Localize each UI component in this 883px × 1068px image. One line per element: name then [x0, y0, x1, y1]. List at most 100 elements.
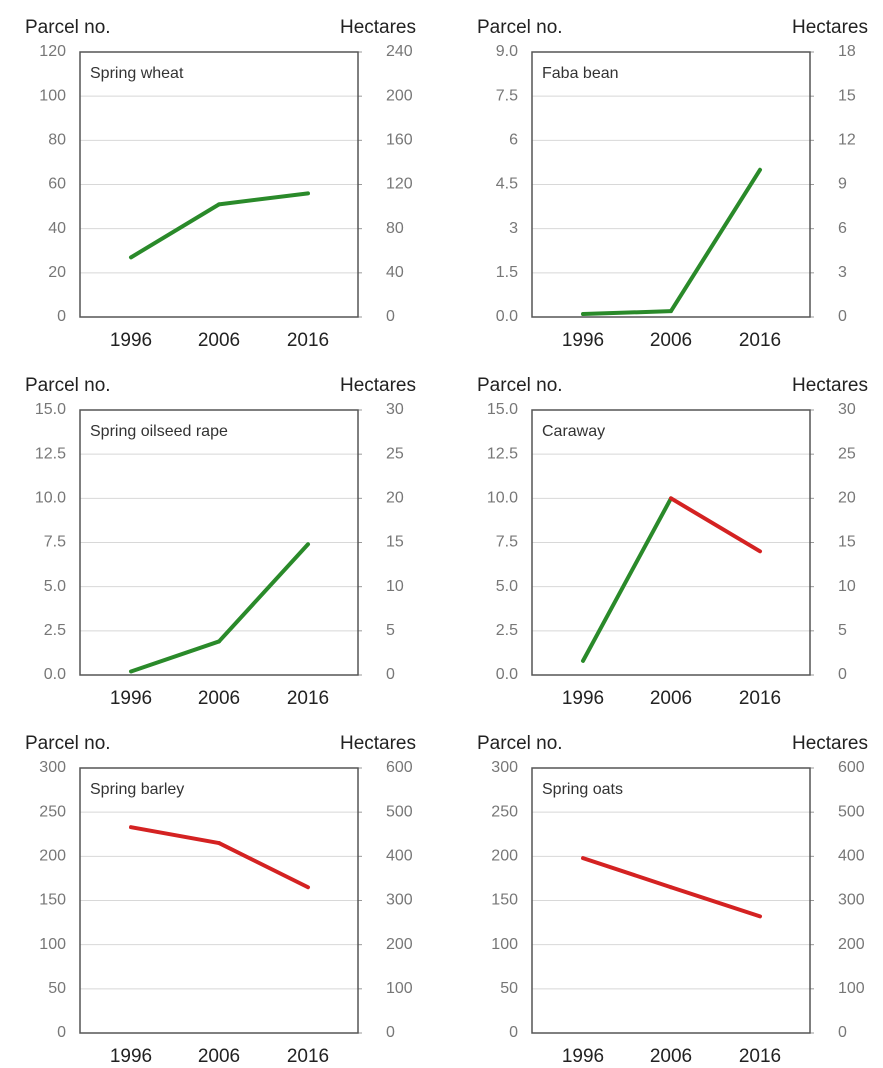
- line-segment: [217, 542, 310, 644]
- y2-tick-label: 30: [386, 401, 404, 418]
- x-tick-label: 2016: [287, 688, 329, 709]
- y2-axis-label: Hectares: [340, 375, 416, 396]
- y2-tick-label: 100: [386, 980, 413, 997]
- y2-tick-label: 25: [838, 445, 856, 462]
- y2-tick-label: 500: [838, 803, 865, 820]
- y2-axis-label: Hectares: [792, 733, 868, 754]
- line-segment: [669, 167, 762, 314]
- x-tick-label: 2016: [739, 688, 781, 709]
- y2-tick-label: 0: [838, 308, 847, 325]
- y-tick-label: 7.5: [496, 534, 518, 551]
- x-tick-label: 1996: [110, 330, 152, 351]
- y-tick-label: 200: [39, 848, 66, 865]
- y-tick-label: 12.5: [487, 445, 518, 462]
- y-tick-label: 40: [48, 220, 66, 237]
- plot-frame: [79, 51, 359, 318]
- y2-tick-label: 0: [386, 666, 395, 683]
- y2-tick-label: 30: [838, 401, 856, 418]
- y-tick-label: 150: [491, 892, 518, 909]
- y2-tick-label: 25: [386, 445, 404, 462]
- y-tick-label: 5.0: [44, 578, 66, 595]
- panel-title: Spring oilseed rape: [90, 423, 228, 440]
- panel-title: Spring barley: [90, 781, 184, 798]
- line-segment: [129, 639, 221, 674]
- y-tick-label: 150: [39, 892, 66, 909]
- plot-frame: [79, 409, 359, 676]
- y2-tick-label: 0: [838, 1024, 847, 1041]
- y2-tick-label: 15: [386, 534, 404, 551]
- y2-tick-label: 300: [386, 892, 413, 909]
- panel-title: Caraway: [542, 423, 605, 440]
- y2-axis-label: Hectares: [340, 733, 416, 754]
- plot-frame: [531, 409, 811, 676]
- y2-tick-label: 10: [386, 578, 404, 595]
- y2-tick-label: 9: [838, 176, 847, 193]
- y-tick-label: 2.5: [496, 622, 518, 639]
- y-tick-label: 120: [39, 43, 66, 60]
- y-tick-label: 2.5: [44, 622, 66, 639]
- line-segment: [581, 309, 673, 317]
- line-segment: [669, 885, 762, 919]
- y2-axis-label: Hectares: [792, 375, 868, 396]
- line-segment: [129, 202, 221, 260]
- y2-tick-label: 12: [838, 132, 856, 149]
- y2-tick-label: 3: [838, 264, 847, 281]
- y-tick-label: 50: [500, 980, 518, 997]
- x-tick-label: 2016: [287, 330, 329, 351]
- x-tick-label: 1996: [110, 688, 152, 709]
- x-tick-label: 2006: [198, 688, 240, 709]
- y2-tick-label: 6: [838, 220, 847, 237]
- y2-tick-label: 120: [386, 176, 413, 193]
- x-tick-label: 1996: [562, 1046, 604, 1067]
- y-tick-label: 0: [57, 308, 66, 325]
- plot-frame: [531, 51, 811, 318]
- y-axis-label: Parcel no.: [25, 733, 111, 754]
- y-tick-label: 250: [491, 803, 518, 820]
- y2-tick-label: 400: [838, 848, 865, 865]
- y2-tick-label: 20: [838, 490, 856, 507]
- y2-tick-label: 40: [386, 264, 404, 281]
- x-tick-label: 2016: [287, 1046, 329, 1067]
- y2-tick-label: 10: [838, 578, 856, 595]
- y2-tick-label: 100: [838, 980, 865, 997]
- line-segment: [217, 191, 310, 207]
- x-tick-label: 2006: [650, 1046, 692, 1067]
- y2-tick-label: 18: [838, 43, 856, 60]
- y-tick-label: 4.5: [496, 176, 518, 193]
- y-tick-label: 5.0: [496, 578, 518, 595]
- y-tick-label: 0.0: [44, 666, 66, 683]
- y-tick-label: 10.0: [35, 490, 66, 507]
- plot-frame: [79, 767, 359, 1034]
- y2-tick-label: 0: [838, 666, 847, 683]
- y2-tick-label: 200: [386, 87, 413, 104]
- y-tick-label: 0: [509, 1024, 518, 1041]
- y-tick-label: 50: [48, 980, 66, 997]
- x-tick-label: 2006: [650, 688, 692, 709]
- y2-tick-label: 5: [838, 622, 847, 639]
- x-tick-label: 2016: [739, 1046, 781, 1067]
- y2-axis-label: Hectares: [792, 17, 868, 38]
- y-tick-label: 200: [491, 848, 518, 865]
- y-tick-label: 100: [39, 936, 66, 953]
- line-segment: [581, 496, 673, 663]
- y-tick-label: 12.5: [35, 445, 66, 462]
- x-tick-label: 2006: [198, 1046, 240, 1067]
- line-segment: [129, 825, 221, 846]
- y-tick-label: 3: [509, 220, 518, 237]
- panel-title: Faba bean: [542, 65, 619, 82]
- line-segment: [581, 856, 673, 890]
- x-tick-label: 2006: [198, 330, 240, 351]
- y2-tick-label: 200: [386, 936, 413, 953]
- x-tick-label: 1996: [110, 1046, 152, 1067]
- y2-tick-label: 15: [838, 87, 856, 104]
- y2-tick-label: 600: [838, 759, 865, 776]
- y2-tick-label: 600: [386, 759, 413, 776]
- y-tick-label: 9.0: [496, 43, 518, 60]
- y-tick-label: 1.5: [496, 264, 518, 281]
- y2-tick-label: 240: [386, 43, 413, 60]
- y-axis-label: Parcel no.: [25, 375, 111, 396]
- line-segment: [669, 496, 762, 554]
- y-tick-label: 250: [39, 803, 66, 820]
- y-tick-label: 6: [509, 132, 518, 149]
